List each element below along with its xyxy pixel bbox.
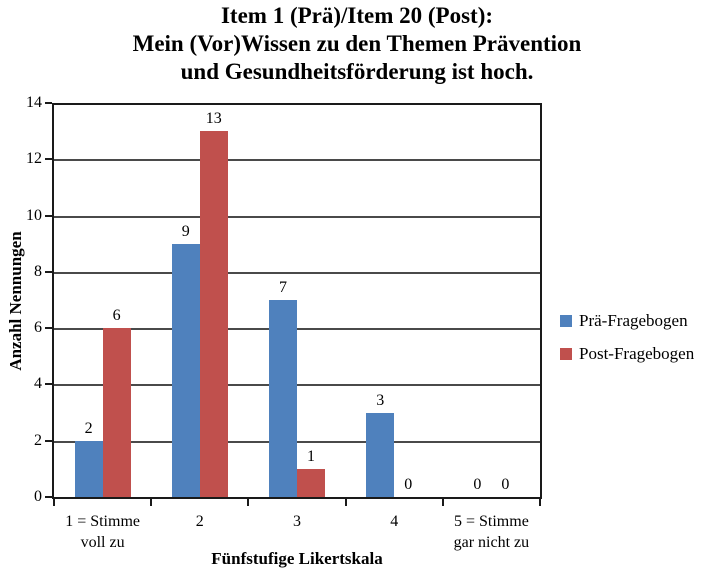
category-label-5: 5 = Stimme gar nicht zu [453, 513, 530, 551]
x-axis-title: Fünfstufige Likertskala [211, 549, 383, 568]
bar-pra-cat3 [269, 300, 297, 497]
chart-title-line-3: und Gesundheitsförderung ist hoch. [180, 59, 534, 84]
y-axis-tick [45, 439, 52, 442]
grid-line [54, 159, 540, 162]
x-axis-tick [247, 499, 250, 506]
y-axis-title: Anzahl Nennungen [6, 231, 25, 371]
bar-value-label: 0 [404, 476, 413, 493]
y-axis-tick [45, 214, 52, 217]
x-axis-tick [441, 499, 444, 506]
category-label-4: 4 [390, 513, 399, 530]
bar-value-label: 7 [279, 279, 287, 296]
y-axis-tick [45, 383, 52, 386]
legend-label: Prä-Fragebogen [579, 311, 688, 330]
y-tick-label: 10 [26, 206, 42, 224]
grid-line [54, 271, 540, 274]
grid-line [54, 384, 540, 387]
y-tick-label: 4 [34, 375, 42, 393]
bar-post-cat3 [297, 469, 325, 497]
legend-swatch-icon [560, 314, 572, 327]
grid-line [54, 440, 540, 443]
x-axis-tick [150, 499, 153, 506]
category-label-1: 1 = Stimme voll zu [65, 513, 140, 551]
y-tick-label: 8 [34, 262, 42, 280]
bar-pra-cat1 [74, 441, 103, 497]
bar-post-cat2 [199, 131, 228, 497]
y-tick-label: 0 [34, 488, 42, 505]
y-axis-tick [45, 158, 52, 161]
bar-pra-cat2 [171, 244, 200, 497]
bar-value-label: 1 [307, 448, 315, 465]
category-label-2: 2 [195, 513, 204, 530]
bar-value-label: 9 [181, 223, 190, 240]
legend-item-pra-fragebogen: Prä-Fragebogen [560, 311, 694, 330]
y-axis-tick [45, 327, 52, 330]
chart-title: Item 1 (Prä)/Item 20 (Post): Mein (Vor)W… [0, 2, 714, 86]
bar-pra-cat4 [366, 413, 395, 497]
plot-area [52, 103, 542, 499]
legend-swatch-icon [560, 347, 572, 360]
y-tick-label: 2 [34, 431, 42, 449]
legend-item-post-fragebogen: Post-Fragebogen [560, 344, 694, 363]
y-axis-tick [45, 102, 52, 104]
bar-value-label: 13 [205, 110, 222, 127]
x-axis-tick [344, 499, 347, 506]
y-axis-tick [45, 270, 52, 273]
bar-post-cat1 [102, 328, 131, 497]
y-tick-label: 12 [26, 150, 42, 168]
grid-line [54, 328, 540, 331]
bar-value-label: 3 [376, 392, 385, 409]
bar-value-label: 2 [84, 420, 93, 437]
legend-label: Post-Fragebogen [579, 344, 695, 363]
bar-value-label: 0 [473, 476, 482, 493]
grid-line [54, 215, 540, 218]
x-axis-tick [539, 499, 541, 506]
y-tick-label: 6 [34, 319, 42, 337]
bar-value-label: 0 [501, 476, 510, 493]
legend: Prä-Fragebogen Post-Fragebogen [560, 311, 694, 363]
bar-value-label: 6 [112, 307, 121, 324]
category-label-3: 3 [293, 513, 301, 530]
y-axis-tick [45, 496, 52, 498]
y-tick-label: 14 [26, 94, 42, 111]
chart-title-line-2: Mein (Vor)Wissen zu den Themen Präventio… [132, 31, 582, 56]
chart-title-line-1: Item 1 (Prä)/Item 20 (Post): [220, 3, 494, 28]
x-axis-tick [53, 499, 55, 506]
